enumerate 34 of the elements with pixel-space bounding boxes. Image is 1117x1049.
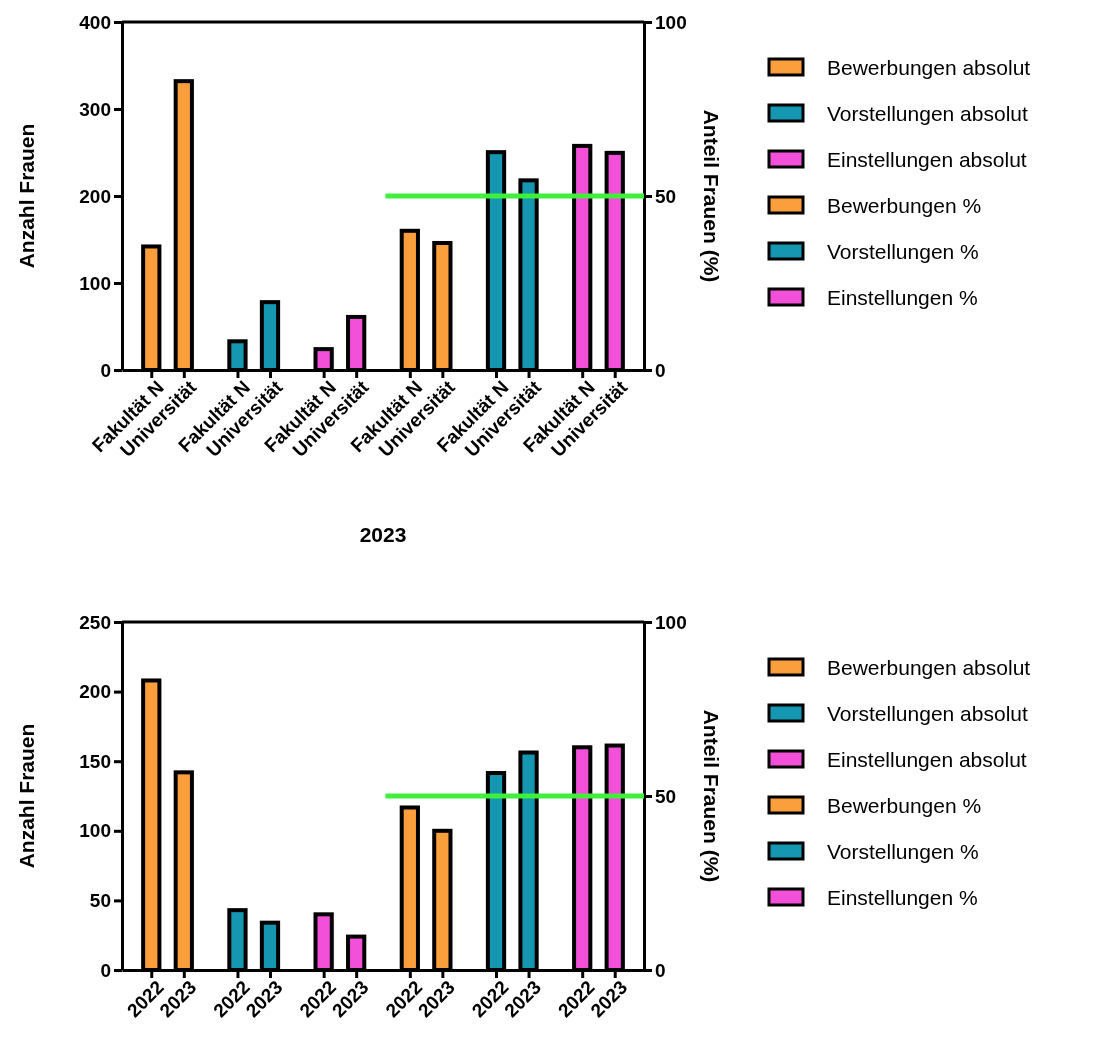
legend-label: Vorstellungen % — [827, 240, 979, 264]
x-axis-title: 2023 — [359, 523, 407, 546]
y2-axis-title: Anteil Frauen (%) — [700, 709, 723, 883]
legend-label: Einstellungen absolut — [827, 748, 1027, 772]
legend-label: Bewerbungen absolut — [827, 56, 1031, 80]
y2-axis-title: Anteil Frauen (%) — [700, 109, 723, 283]
legend-label: Vorstellungen absolut — [827, 102, 1028, 126]
legend-label: Bewerbungen absolut — [827, 656, 1031, 680]
legend-label: Einstellungen absolut — [827, 148, 1027, 172]
y2-tick-label: 0 — [655, 359, 666, 381]
y2-tick-label: 100 — [655, 611, 687, 633]
legend-label: Vorstellungen % — [827, 840, 979, 864]
y-axis-title: Anzahl Frauen — [15, 123, 38, 269]
y2-tick-label: 0 — [655, 959, 666, 981]
y-tick-label: 100 — [79, 820, 111, 842]
y-tick-label: 0 — [100, 359, 111, 381]
legend-label: Vorstellungen absolut — [827, 702, 1028, 726]
y2-tick-label: 50 — [655, 785, 677, 807]
y-axis-title: Anzahl Frauen — [15, 723, 38, 869]
y-tick-label: 400 — [79, 11, 111, 33]
legend-label: Bewerbungen % — [827, 194, 982, 218]
y2-tick-label: 100 — [655, 11, 687, 33]
y-tick-label: 200 — [79, 185, 111, 207]
y-tick-label: 250 — [79, 611, 111, 633]
y-tick-label: 200 — [79, 681, 111, 703]
legend-label: Einstellungen % — [827, 286, 978, 310]
y-tick-label: 0 — [100, 959, 111, 981]
y-tick-label: 300 — [79, 98, 111, 120]
y-tick-label: 100 — [79, 272, 111, 294]
y2-tick-label: 50 — [655, 185, 677, 207]
y-tick-label: 50 — [89, 889, 111, 911]
legend-label: Einstellungen % — [827, 886, 978, 910]
y-tick-label: 150 — [79, 750, 111, 772]
legend-label: Bewerbungen % — [827, 794, 982, 818]
